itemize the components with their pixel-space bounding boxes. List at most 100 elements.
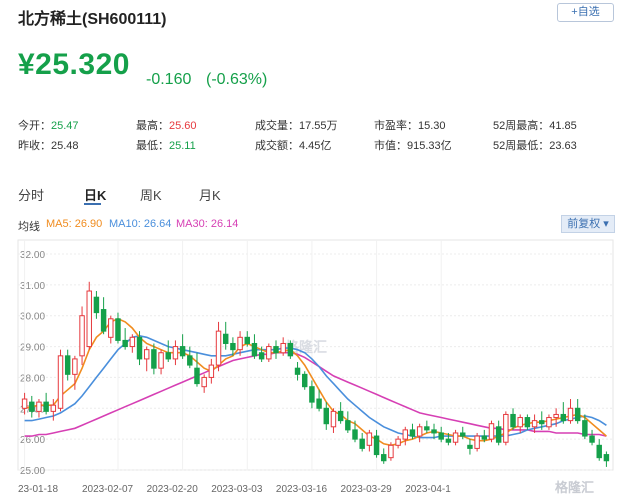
candle-body [373, 435, 380, 456]
candle-body [402, 429, 409, 440]
candle-body [582, 420, 588, 437]
quote-item: 52周最高：41.85 [493, 117, 577, 133]
candle-body [345, 420, 351, 431]
quote-label: 市盈率： [374, 120, 418, 132]
candle-body [29, 401, 35, 412]
x-tick-label: 2023-03-16 [276, 484, 328, 495]
tab-daily-k[interactable]: 日K [84, 188, 107, 203]
stock-title: 北方稀土(SH600111) [18, 11, 167, 28]
candle-body [266, 346, 272, 360]
quote-item: 成交量：17.55万 [255, 117, 338, 133]
candle-body [467, 444, 473, 449]
quote-label: 今开： [18, 120, 51, 132]
ma30-value: MA30: 26.14 [176, 218, 239, 230]
candle-body [337, 410, 344, 422]
candle-body [301, 373, 308, 388]
candle-body [79, 315, 85, 357]
candle-body [381, 454, 387, 462]
candle-body [43, 401, 49, 412]
candle-body [330, 410, 337, 428]
candle-body [539, 420, 545, 425]
candle-body [424, 426, 430, 431]
adjust-type-dropdown[interactable]: 前复权 ▾ [561, 215, 615, 233]
candle-body [603, 454, 610, 462]
y-tick-label: 30.00 [20, 312, 45, 323]
candle-body [201, 376, 207, 388]
ma-label: 均线 [18, 221, 40, 233]
add-to-watchlist-button[interactable]: +自选 [557, 3, 614, 22]
y-tick-label: 31.00 [20, 281, 45, 292]
candle-body [438, 432, 444, 440]
candle-body [409, 429, 416, 437]
candle-body [481, 435, 488, 440]
quote-label: 最低： [136, 140, 169, 152]
candle-body [122, 339, 128, 348]
candle-body [100, 309, 107, 332]
x-tick-label: 23-01-18 [18, 484, 58, 495]
candle-body [158, 352, 164, 369]
candle-body [115, 318, 121, 341]
candle-body [359, 438, 365, 449]
candle-body [258, 352, 265, 360]
candle-body [553, 413, 559, 419]
y-tick-label: 25.00 [20, 466, 45, 477]
watermark-corner: 格隆汇 [555, 480, 594, 496]
candle-body [143, 349, 150, 360]
candle-body [589, 435, 595, 443]
candle-body [546, 417, 552, 428]
candle-body [431, 429, 437, 434]
x-tick-label: 2023-03-29 [341, 484, 393, 495]
candle-body [230, 342, 236, 351]
tab-weekly-k[interactable]: 周K [140, 188, 162, 203]
candle-body [388, 444, 394, 459]
candle-body [294, 367, 301, 375]
y-tick-label: 28.00 [20, 373, 45, 384]
candle-body [524, 417, 531, 428]
candle-body [151, 349, 157, 369]
candle-body [531, 420, 538, 428]
candle-body [86, 290, 92, 348]
quote-value: 25.48 [51, 140, 79, 152]
quote-item: 今开：25.47 [18, 117, 79, 133]
tab-monthly-k[interactable]: 月K [199, 188, 221, 203]
candle-body [510, 413, 516, 428]
candle-body [172, 346, 179, 360]
ma5-line [24, 317, 607, 447]
candle-body [237, 336, 243, 351]
tab-intraday[interactable]: 分时 [18, 188, 45, 203]
candle-body [136, 336, 143, 360]
quote-label: 52周最低： [493, 140, 550, 152]
candle-body [560, 413, 567, 422]
candle-body [36, 401, 42, 412]
candle-body [366, 432, 373, 446]
quote-label: 成交量： [255, 120, 299, 132]
watermark-text: 格隆汇 [285, 339, 327, 356]
price-change-pct: (-0.63%) [206, 71, 268, 88]
y-tick-label: 32.00 [20, 250, 45, 261]
candle-body [460, 432, 466, 437]
candle-body [574, 407, 581, 422]
x-tick-label: 2023-02-20 [147, 484, 199, 495]
quote-item: 52周最低：23.63 [493, 137, 577, 153]
candle-body [251, 342, 258, 357]
candle-body [273, 346, 279, 354]
ma10-value: MA10: 26.64 [109, 218, 172, 230]
quote-item: 最低：25.11 [136, 137, 196, 153]
last-price: ¥25.320 [18, 48, 130, 81]
candle-body [287, 342, 294, 357]
quote-label: 成交额： [255, 140, 299, 152]
candle-body [567, 407, 574, 422]
candle-body [244, 336, 250, 344]
quote-item: 市盈率：15.30 [374, 117, 446, 133]
quote-item: 成交额：4.45亿 [255, 137, 331, 153]
candle-body [395, 438, 401, 446]
quote-item: 最高：25.60 [136, 117, 197, 133]
candle-body [596, 444, 602, 459]
quote-value: 4.45亿 [299, 140, 332, 152]
quote-value: 41.85 [549, 120, 577, 132]
candle-body [222, 333, 229, 344]
candle-body [194, 367, 200, 385]
candle-body [503, 413, 509, 443]
candle-body [323, 407, 330, 425]
